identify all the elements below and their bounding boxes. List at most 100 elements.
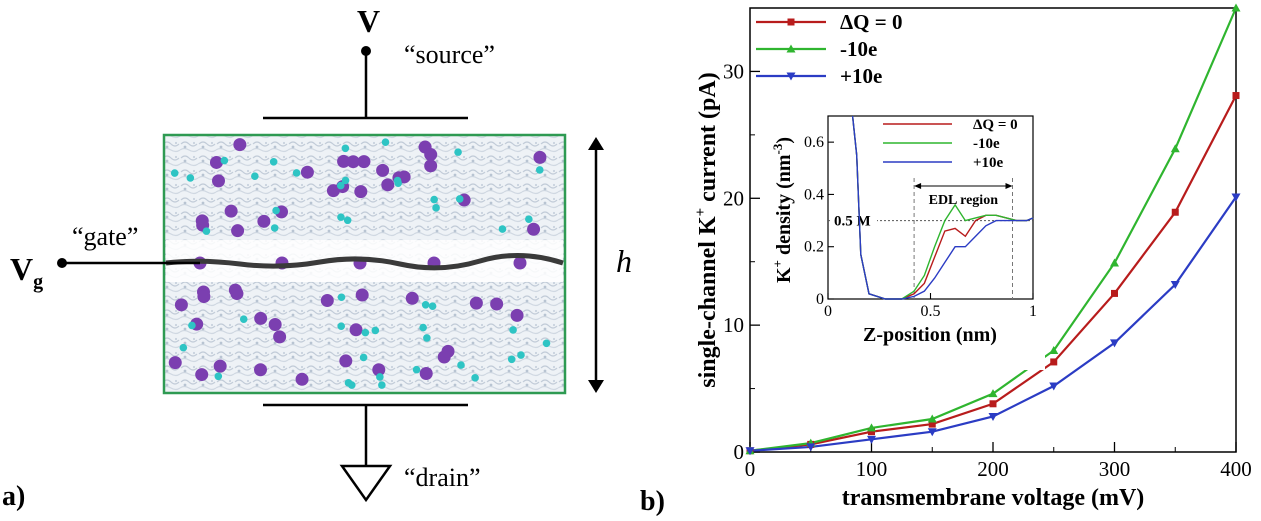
potassium-ion [233, 138, 246, 151]
x-tick-label: 200 [977, 457, 1009, 481]
chloride-ion [432, 204, 440, 212]
chloride-ion [376, 373, 384, 381]
potassium-ion [356, 288, 369, 301]
potassium-ion [376, 164, 389, 177]
legend-label-1: -10e [840, 37, 877, 61]
chloride-ion [372, 327, 380, 335]
data-point-series-1 [1110, 258, 1119, 266]
potassium-ion [381, 178, 394, 191]
main-legend: ΔQ = 0-10e+10e [756, 10, 902, 88]
legend-marker-0 [788, 19, 795, 26]
data-point-series-0 [990, 400, 997, 407]
potassium-ion [533, 151, 546, 164]
chloride-ion [188, 322, 196, 330]
chloride-ion [394, 179, 402, 187]
potassium-ion [514, 257, 527, 270]
gate-voltage-symbol: Vg [10, 251, 43, 293]
gate-label: “gate” [72, 222, 138, 251]
chloride-ion [456, 195, 464, 203]
potassium-ion [210, 156, 223, 169]
potassium-ion [424, 148, 437, 161]
potassium-ion [214, 360, 227, 373]
chloride-ion [543, 339, 551, 347]
potassium-ion [229, 284, 242, 297]
potassium-ion [527, 223, 540, 236]
chloride-ion [342, 177, 350, 185]
potassium-ion [254, 363, 267, 376]
x-tick-label: 400 [1220, 457, 1252, 481]
potassium-ion [354, 185, 367, 198]
drain-label: “drain” [404, 463, 481, 492]
chloride-ion [423, 334, 431, 342]
chloride-ion [454, 148, 462, 156]
chloride-ion [251, 172, 259, 180]
chloride-ion [525, 215, 533, 223]
y-tick-label: 20 [723, 186, 744, 210]
potassium-ion [169, 356, 182, 369]
chloride-ion [240, 315, 248, 323]
chloride-ion [508, 355, 516, 363]
potassium-ion [321, 294, 334, 307]
potassium-ion [442, 345, 455, 358]
chloride-ion [360, 354, 368, 362]
chloride-ion [180, 344, 188, 352]
inset-y-tick-label: 0.4 [804, 186, 824, 203]
potassium-ion [296, 373, 309, 386]
chloride-ion [338, 293, 346, 301]
potassium-ion [273, 330, 286, 343]
chloride-ion [471, 374, 479, 382]
chloride-ion [203, 227, 211, 235]
edl-region-label: EDL region [929, 193, 999, 208]
source-voltage-symbol: V [357, 3, 380, 39]
chloride-ion [517, 351, 525, 359]
chloride-ion [221, 157, 229, 165]
inset-x-tick-label: 0 [824, 303, 832, 320]
x-tick-label: 0 [745, 457, 756, 481]
schematic-svg: V “source” Vg “gate” h “drain” a) [0, 0, 640, 516]
y-tick-label: 0 [734, 440, 745, 464]
y-tick-label: 30 [723, 59, 744, 83]
chloride-ion [382, 138, 390, 146]
schematic-panel: V “source” Vg “gate” h “drain” a) [0, 0, 640, 516]
inset-legend-label-0: ΔQ = 0 [973, 117, 1018, 133]
chloride-ion [509, 326, 517, 334]
potassium-ion [424, 159, 437, 172]
potassium-ion [490, 297, 503, 310]
data-point-series-0 [1172, 209, 1179, 216]
potassium-ion [470, 297, 483, 310]
chloride-ion [362, 329, 370, 337]
chloride-ion [187, 174, 195, 182]
chloride-ion [270, 158, 278, 166]
height-arrow-head-top [588, 137, 604, 150]
chloride-ion [272, 207, 280, 215]
potassium-ion [225, 205, 238, 218]
chloride-ion [344, 216, 352, 224]
data-point-series-1 [1171, 144, 1180, 152]
potassium-ion [231, 224, 244, 237]
potassium-ion [406, 292, 419, 305]
chloride-ion [499, 225, 507, 233]
potassium-ion [254, 312, 267, 325]
panel-b-label: b) [640, 486, 665, 516]
chloride-ion [271, 224, 279, 232]
potassium-ion [350, 323, 363, 336]
inset-y-tick-label: 0 [816, 291, 824, 308]
potassium-ion [212, 174, 225, 187]
reference-concentration-label: 0.5 M [834, 214, 871, 230]
chloride-ion [422, 301, 430, 309]
potassium-ion [195, 368, 208, 381]
potassium-ion [347, 155, 360, 168]
inset-legend-label-2: +10e [973, 155, 1004, 171]
chloride-ion [342, 144, 350, 152]
potassium-ion [175, 298, 188, 311]
inset-y-tick-label: 0.6 [804, 134, 824, 151]
chloride-ion [293, 169, 301, 177]
x-tick-label: 100 [856, 457, 888, 481]
x-tick-label: 300 [1099, 457, 1131, 481]
potassium-ion [339, 354, 352, 367]
inset-x-tick-label: 1 [1029, 303, 1037, 320]
chloride-ion [337, 213, 345, 221]
height-arrow-head-bottom [588, 380, 604, 393]
chloride-ion [215, 373, 223, 381]
chloride-ion [171, 169, 179, 177]
